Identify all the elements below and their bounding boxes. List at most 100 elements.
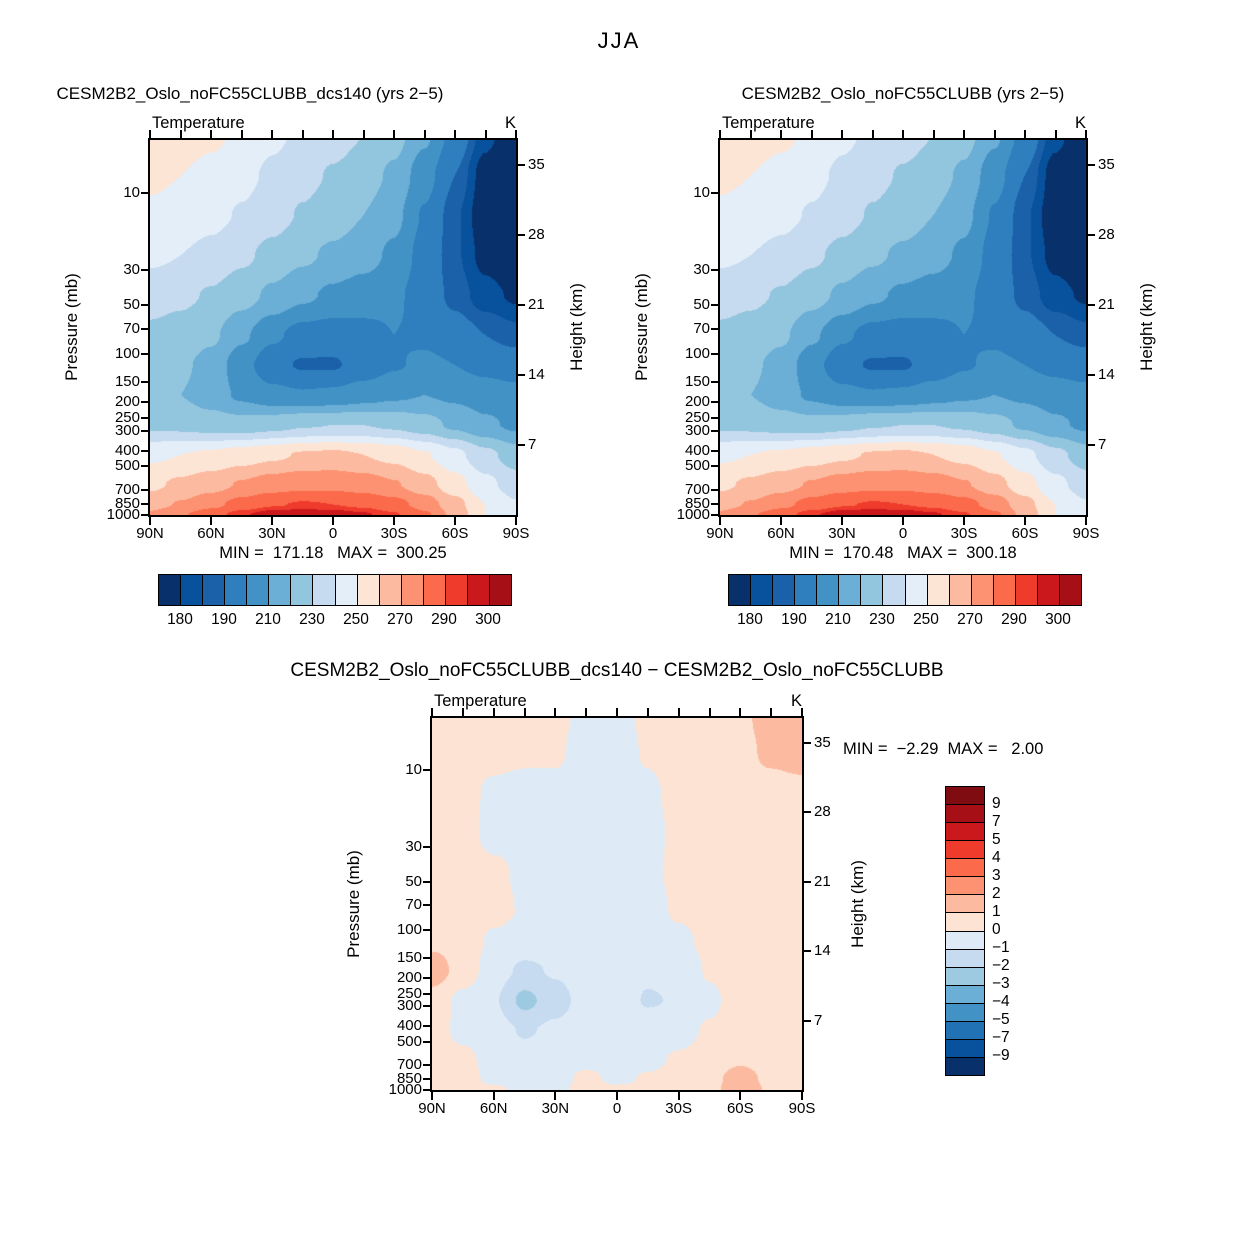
colorbar-tick-label: 180 <box>737 611 763 628</box>
panel-diff-field-label: Temperature <box>434 692 527 710</box>
axis-tick-left <box>141 465 148 468</box>
colorbar-tick-label: 4 <box>992 849 1001 866</box>
axis-tick-left <box>141 514 148 516</box>
pressure-tick-label: 100 <box>396 921 422 939</box>
axis-tick-left <box>423 769 430 772</box>
axis-tick-top <box>1054 130 1057 138</box>
axis-tick-top <box>902 130 904 138</box>
axis-tick-top <box>871 130 874 138</box>
height-tick-label: 21 <box>1098 296 1115 313</box>
lat-tick-label: 0 <box>612 1100 622 1117</box>
axis-tick-top <box>454 130 456 138</box>
plot-frame <box>148 138 518 517</box>
panel-diff-title: CESM2B2_Oslo_noFC55CLUBB_dcs140 − CESM2B… <box>290 660 944 681</box>
pressure-tick-label: 700 <box>684 481 710 499</box>
colorbar-tick-label: 2 <box>992 885 1001 902</box>
axis-tick-right <box>804 950 811 953</box>
contour-field-canvas <box>720 140 1086 515</box>
axis-tick-left <box>141 327 148 330</box>
pressure-tick-label: 400 <box>114 441 140 459</box>
axis-tick-left <box>141 429 148 432</box>
pressure-tick-label: 100 <box>684 344 710 362</box>
pressure-tick-label: 250 <box>114 408 140 426</box>
colorbar-tick-label: 180 <box>167 611 193 628</box>
colorbar-tick-label: 270 <box>387 611 413 628</box>
panel-a-pressure-axis-title: Pressure (mb) <box>62 273 81 381</box>
pressure-tick-label: 200 <box>396 969 422 987</box>
axis-tick-top <box>554 708 557 716</box>
colorbar-tick-label: 230 <box>869 611 895 628</box>
colorbar-cell <box>946 984 984 1003</box>
axis-tick-left <box>423 1025 430 1028</box>
colorbar-cell <box>904 575 927 605</box>
axis-tick-top <box>616 708 618 716</box>
colorbar-cell <box>946 966 984 985</box>
pressure-tick-label: 70 <box>405 896 422 914</box>
colorbar-cell <box>816 575 839 605</box>
colorbar-cell <box>992 575 1015 605</box>
axis-tick-left <box>141 268 148 271</box>
axis-tick-bottom <box>963 517 965 525</box>
pressure-tick-label: 200 <box>684 393 710 411</box>
lat-tick-label: 60N <box>479 1100 508 1117</box>
colorbar-cell <box>202 575 225 605</box>
axis-tick-left <box>423 957 430 960</box>
pressure-tick-label: 1000 <box>676 506 710 523</box>
axis-tick-left <box>141 304 148 307</box>
pressure-tick-label: 150 <box>114 373 140 391</box>
colorbar-cell <box>946 948 984 967</box>
colorbar-tick-label: 250 <box>343 611 369 628</box>
pressure-tick-label: 50 <box>405 872 422 890</box>
colorbar-cell <box>946 858 984 877</box>
colorbar-tick-label: 230 <box>299 611 325 628</box>
axis-tick-top <box>362 130 365 138</box>
height-tick-label: 35 <box>814 733 831 751</box>
lat-tick-label: 30S <box>380 525 408 542</box>
lat-tick-label: 0 <box>898 525 908 542</box>
axis-tick-top <box>739 708 742 716</box>
axis-tick-top <box>393 130 395 138</box>
height-tick-label: 35 <box>528 156 545 173</box>
colorbar <box>945 786 985 1076</box>
axis-tick-left <box>423 929 430 932</box>
axis-tick-left <box>141 449 148 452</box>
axis-tick-left <box>423 992 430 995</box>
axis-tick-right <box>1088 374 1095 376</box>
height-tick-label: 28 <box>1098 226 1115 243</box>
axis-tick-left <box>711 401 718 404</box>
axis-tick-bottom <box>780 517 782 525</box>
colorbar-cell <box>946 1002 984 1021</box>
axis-tick-left <box>141 502 148 505</box>
axis-tick-bottom <box>739 1092 742 1100</box>
height-tick-label: 21 <box>814 872 831 890</box>
pressure-tick-label: 700 <box>396 1056 422 1074</box>
pressure-tick-label: 500 <box>114 457 140 475</box>
panel-b-unit-label: K <box>1074 114 1086 132</box>
axis-tick-left <box>423 1040 430 1043</box>
colorbar-cell <box>926 575 949 605</box>
axis-tick-left <box>711 514 718 516</box>
axis-tick-bottom <box>902 517 904 525</box>
height-tick-label: 14 <box>528 366 545 383</box>
height-tick-label: 7 <box>814 1011 823 1029</box>
axis-tick-top <box>431 708 433 716</box>
height-tick-label: 28 <box>528 226 545 243</box>
pressure-tick-label: 50 <box>123 296 140 314</box>
colorbar-tick-label: −1 <box>992 939 1010 956</box>
colorbar-tick-label: 0 <box>992 921 1001 938</box>
axis-tick-top <box>492 708 495 716</box>
lat-tick-label: 60N <box>767 525 795 542</box>
colorbar-tick-label: −7 <box>992 1029 1010 1046</box>
colorbar-cell <box>946 912 984 931</box>
colorbar-cell <box>159 575 181 605</box>
axis-tick-bottom <box>554 1092 557 1100</box>
colorbar-tick-label: 7 <box>992 813 1001 830</box>
pressure-tick-label: 850 <box>114 494 140 512</box>
colorbar-tick-label: 270 <box>957 611 983 628</box>
colorbar-cell <box>750 575 773 605</box>
axis-tick-bottom <box>149 517 151 525</box>
axis-tick-left <box>423 1064 430 1067</box>
page-title: JJA <box>597 28 641 53</box>
colorbar-cell <box>378 575 401 605</box>
